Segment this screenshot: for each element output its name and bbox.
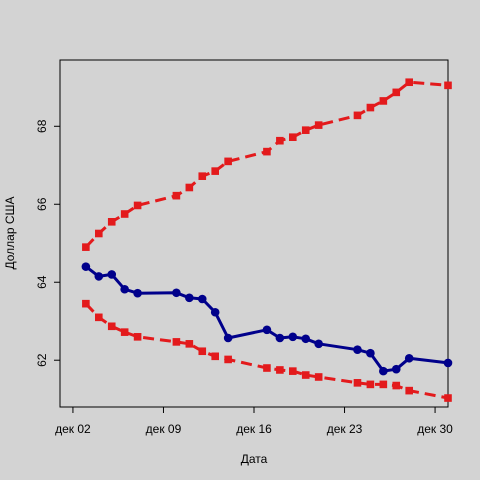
data-point [289,367,297,375]
data-point [211,167,219,175]
x-tick-label: дек 23 [327,422,363,436]
data-point [301,371,310,379]
y-axis: 62 64 66 68 [35,119,60,367]
series-1 [82,78,452,251]
series-2 [82,299,452,402]
data-point [379,366,388,376]
y-axis-label: Доллар США [3,196,17,269]
data-point [197,294,207,304]
data-point [185,183,194,192]
series-layer [81,78,453,402]
data-point [379,380,388,389]
data-point [262,325,272,335]
data-point [120,328,129,336]
data-point [94,272,104,281]
series-line [84,80,449,249]
plot-area [59,59,449,408]
data-point [82,243,90,251]
data-point [275,333,285,343]
data-point [405,386,413,395]
data-point [405,78,413,87]
y-tick-label: 68 [35,119,49,133]
data-point [263,147,271,156]
data-point [185,340,194,348]
data-point [198,347,207,356]
data-point [276,136,284,145]
data-point [211,352,219,361]
data-point [172,288,181,298]
y-tick-label: 62 [35,353,49,367]
data-point [224,355,232,364]
data-point [288,332,298,342]
data-point [95,229,103,238]
data-point [120,210,129,218]
x-tick-label: дек 16 [236,422,272,436]
data-point [185,293,194,303]
data-point [82,299,90,308]
data-point [379,97,388,105]
data-point [366,380,375,389]
x-tick-label: дек 09 [146,422,182,436]
data-point [366,103,375,112]
data-point [289,133,297,141]
data-point [404,353,414,363]
data-point [198,172,207,180]
data-point [366,348,375,358]
data-point [107,270,117,279]
data-point [443,358,453,368]
x-tick-label: дек 30 [417,422,453,436]
data-point [210,307,220,317]
series-line [84,265,449,373]
data-point [353,345,362,354]
data-point [133,333,142,341]
data-point [314,339,323,349]
data-point [391,364,401,374]
data-point [95,313,103,322]
data-point [224,157,232,166]
data-point [314,373,323,381]
data-point [172,191,181,200]
y-tick-label: 66 [35,197,49,211]
data-point [301,126,310,134]
x-tick-label: дек 02 [55,422,91,436]
series-0 [81,262,453,376]
data-point [353,379,362,387]
y-tick-label: 64 [35,275,49,289]
x-axis-label: Дата [241,452,268,466]
data-point [107,218,116,226]
data-point [301,334,311,344]
x-axis: дек 02 дек 09 дек 16 дек 23 дек 30 [55,407,453,436]
data-point [133,201,142,210]
data-point [444,394,452,402]
data-point [444,81,452,90]
data-point [107,322,116,331]
data-point [120,284,129,294]
data-point [263,364,271,372]
data-point [276,366,284,374]
data-point [81,262,91,271]
data-point [223,333,233,343]
data-point [172,338,181,346]
data-point [133,288,142,298]
data-point [314,121,323,129]
data-point [392,88,401,97]
data-point [392,381,401,390]
data-point [353,111,362,120]
